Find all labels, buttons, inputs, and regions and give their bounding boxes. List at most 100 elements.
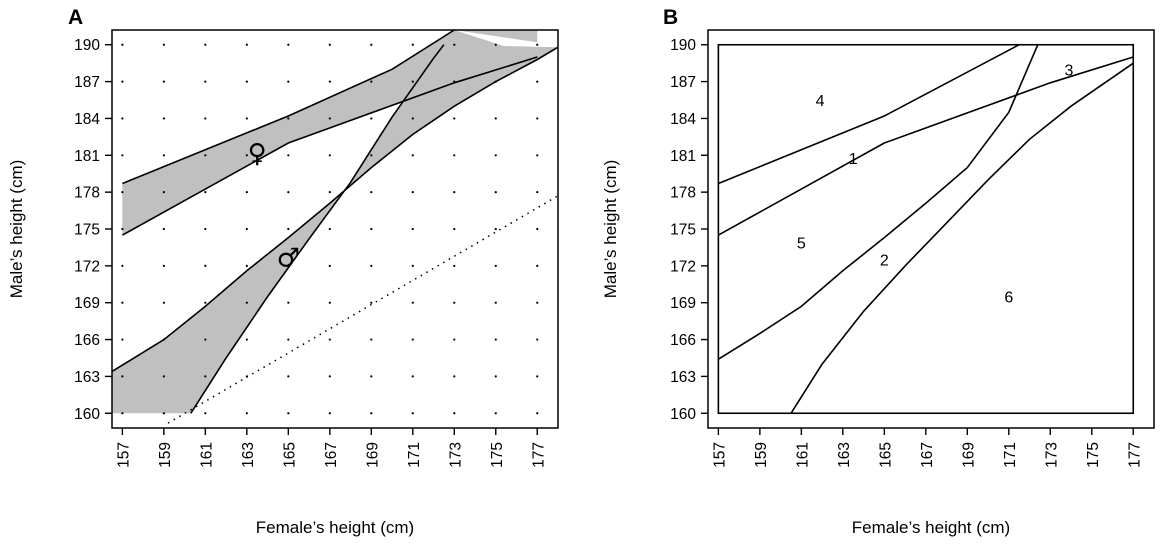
grid-dot bbox=[536, 338, 539, 341]
boundary-curve bbox=[790, 62, 1134, 414]
y-tick-label: 187 bbox=[74, 74, 100, 91]
grid-dot bbox=[411, 80, 414, 83]
grid-dot bbox=[204, 227, 207, 231]
y-tick-label: 163 bbox=[74, 369, 100, 386]
grid-dot bbox=[494, 117, 497, 120]
band-upper-line bbox=[190, 44, 445, 414]
band-upper-line bbox=[122, 30, 455, 185]
y-tick-label: 169 bbox=[74, 295, 100, 312]
grid-dot bbox=[453, 191, 456, 194]
grid-dot bbox=[328, 43, 331, 46]
x-tick-label: 177 bbox=[530, 442, 547, 468]
grid-dot bbox=[536, 154, 539, 157]
band-fill bbox=[112, 44, 558, 414]
x-tick-label: 173 bbox=[447, 442, 464, 468]
x-tick-label: 177 bbox=[1126, 442, 1143, 468]
band-fill-corner bbox=[112, 371, 191, 414]
grid-dot bbox=[245, 301, 248, 304]
grid-dot bbox=[453, 154, 456, 157]
grid-dot bbox=[411, 154, 414, 157]
grid-dot bbox=[204, 80, 207, 83]
grid-dot bbox=[121, 412, 124, 415]
grid-dot bbox=[370, 375, 373, 378]
y-tick-label: 184 bbox=[74, 111, 100, 128]
grid-dot bbox=[370, 301, 373, 304]
grid-dot bbox=[328, 264, 331, 267]
grid-dot bbox=[121, 375, 124, 378]
grid-dot bbox=[204, 154, 207, 157]
x-tick-label: 163 bbox=[836, 442, 853, 468]
y-axis-label: Male’s height (cm) bbox=[7, 160, 26, 299]
grid-dot bbox=[328, 375, 331, 378]
x-tick-label: 175 bbox=[1085, 442, 1102, 468]
grid-dot bbox=[328, 117, 331, 120]
grid-dot bbox=[162, 227, 165, 231]
y-tick-label: 166 bbox=[670, 332, 696, 349]
grid-dot bbox=[370, 412, 373, 415]
grid-dot bbox=[162, 117, 165, 120]
grid-dot bbox=[328, 338, 331, 341]
plot-area bbox=[112, 30, 558, 424]
x-tick-label: 157 bbox=[711, 442, 728, 468]
grid-dot bbox=[411, 375, 414, 378]
x-tick-label: 157 bbox=[115, 442, 132, 468]
grid-dot bbox=[411, 412, 414, 415]
x-tick-label: 171 bbox=[406, 442, 423, 468]
region-label-4: 4 bbox=[816, 93, 825, 110]
x-tick-label: 165 bbox=[877, 442, 894, 468]
grid-dot bbox=[494, 338, 497, 341]
male-symbol: ♂ bbox=[277, 243, 300, 273]
grid-dot bbox=[121, 154, 124, 157]
grid-dot bbox=[245, 154, 248, 157]
grid-dot bbox=[494, 375, 497, 378]
grid-dot bbox=[453, 43, 456, 46]
x-tick-label: 169 bbox=[960, 442, 977, 468]
grid-dot bbox=[287, 412, 290, 415]
grid-dot bbox=[328, 80, 331, 83]
y-tick-label: 172 bbox=[74, 258, 100, 275]
y-tick-label: 160 bbox=[670, 406, 696, 423]
grid-dot bbox=[453, 301, 456, 304]
y-tick-label: 175 bbox=[670, 222, 696, 239]
grid-dot bbox=[245, 338, 248, 341]
grid-dot bbox=[162, 80, 165, 83]
panel-a: A ♀ ♂ 157 159 161 163 165 167 169 171 173 175 177 160 1… bbox=[7, 6, 559, 537]
grid-dot bbox=[204, 43, 207, 46]
grid-dot bbox=[411, 338, 414, 341]
grid-dot bbox=[287, 301, 290, 304]
grid-dot bbox=[536, 375, 539, 378]
grid-dot bbox=[287, 338, 290, 341]
x-tick-label: 171 bbox=[1002, 442, 1019, 468]
region-label-3: 3 bbox=[1064, 62, 1073, 79]
grid-dot bbox=[536, 80, 539, 83]
panel-letter: B bbox=[663, 6, 678, 29]
grid-dot bbox=[121, 227, 124, 231]
grid-dot bbox=[328, 191, 331, 194]
y-tick-label: 169 bbox=[670, 295, 696, 312]
boundary-curve bbox=[718, 43, 1020, 185]
grid-dot bbox=[370, 154, 373, 157]
y-tick-label: 166 bbox=[74, 332, 100, 349]
y-tick-label: 181 bbox=[670, 148, 696, 165]
grid-dot bbox=[411, 227, 414, 231]
plot-area bbox=[717, 43, 1135, 415]
grid-dot bbox=[453, 117, 456, 120]
grid-dot bbox=[245, 117, 248, 120]
grid-dot bbox=[536, 117, 539, 120]
x-axis-label: Female’s height (cm) bbox=[852, 518, 1010, 537]
grid-dot bbox=[162, 412, 165, 415]
x-tick-label: 173 bbox=[1043, 442, 1060, 468]
y-tick-label: 187 bbox=[670, 74, 696, 91]
grid-dot bbox=[328, 301, 331, 304]
grid-dot bbox=[287, 191, 290, 194]
x-tick-label: 167 bbox=[323, 442, 340, 468]
boundary-curve bbox=[718, 56, 1134, 236]
grid-dot bbox=[536, 412, 539, 415]
grid-dot bbox=[370, 191, 373, 194]
grid-dot bbox=[536, 301, 539, 304]
grid-dot bbox=[245, 191, 248, 194]
y-tick-label: 190 bbox=[670, 37, 696, 54]
x-tick-label: 165 bbox=[281, 442, 298, 468]
grid-dot bbox=[370, 80, 373, 83]
x-tick-label: 163 bbox=[240, 442, 257, 468]
